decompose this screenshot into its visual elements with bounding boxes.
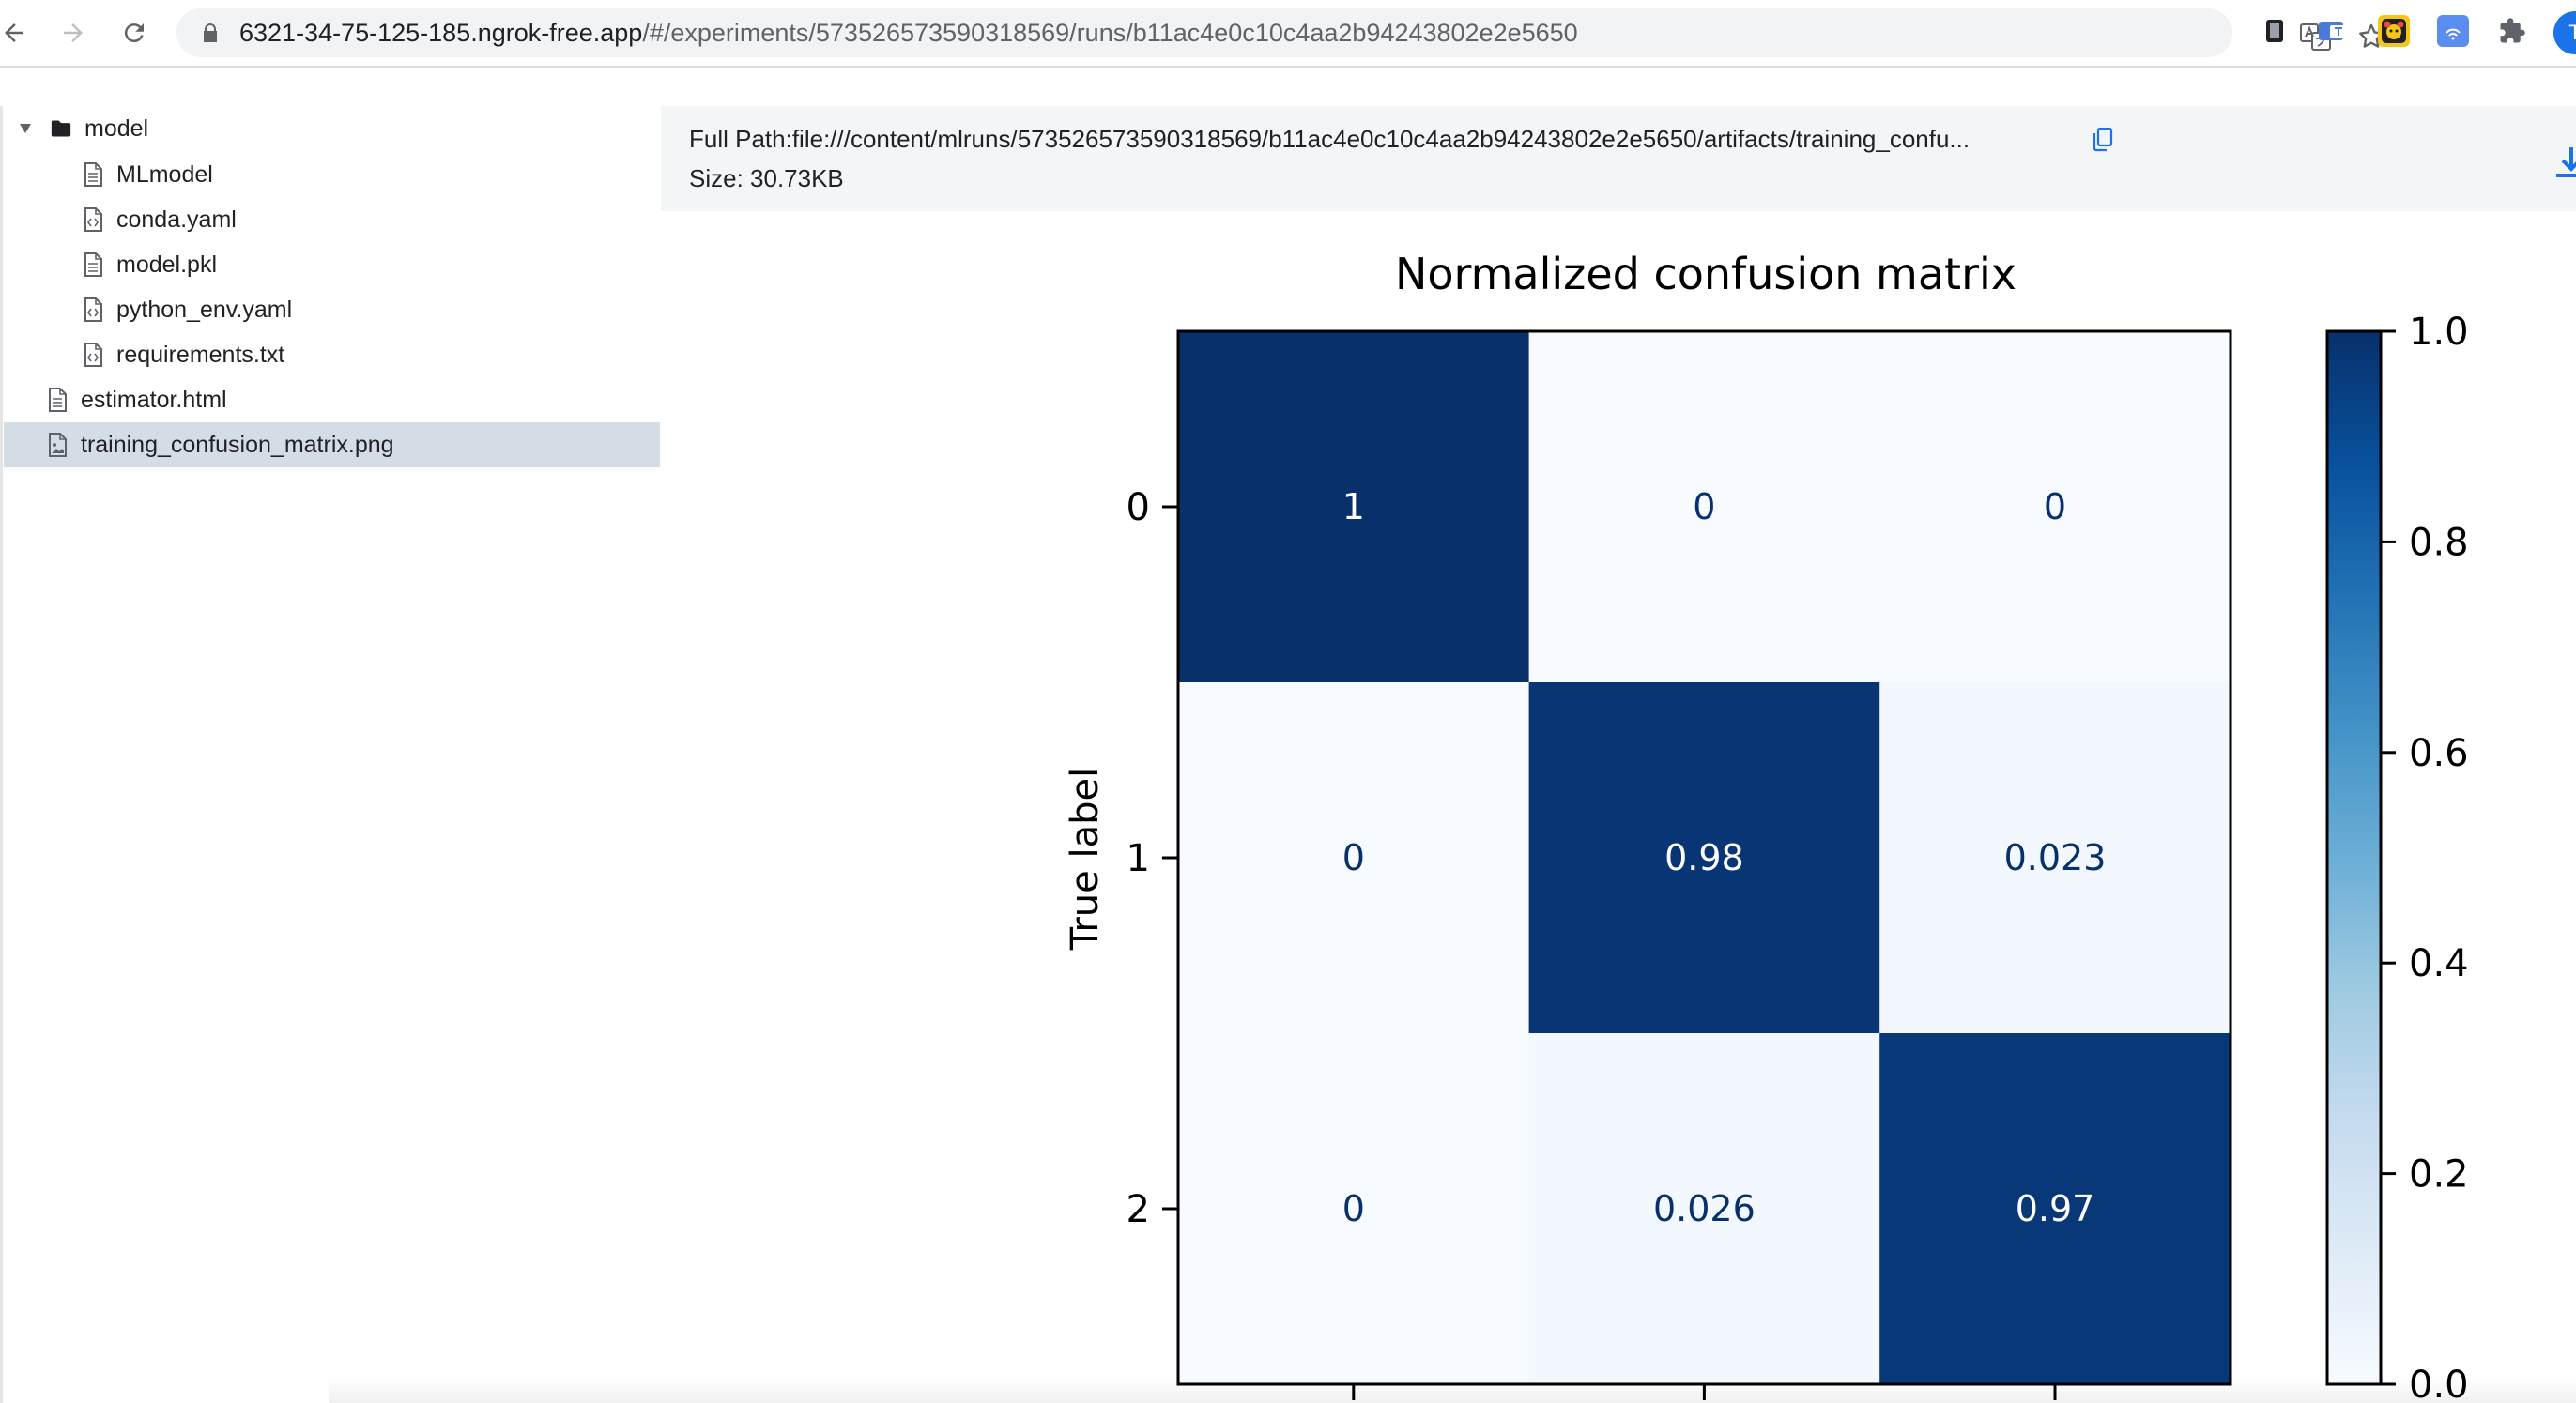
folder-icon	[51, 116, 71, 141]
copy-icon[interactable]	[2093, 128, 2113, 152]
image-file-icon	[47, 433, 68, 457]
caret-down-icon[interactable]	[19, 116, 32, 141]
y-axis-ticks: 0 1 2	[1127, 486, 1178, 1231]
url-text[interactable]: 6321-34-75-125-185.ngrok-free.app/#/expe…	[239, 8, 1578, 57]
extension-bear-icon[interactable]	[2378, 15, 2410, 47]
tree-item-estimator-html[interactable]: estimator.html	[47, 377, 227, 422]
heatmap-cell	[1528, 331, 1880, 683]
code-file-icon	[83, 297, 103, 322]
file-icon	[83, 162, 103, 187]
tree-item-label: model.pkl	[116, 251, 217, 278]
artifact-info-header: Full Path:file:///content/mlruns/5735265…	[661, 106, 2576, 211]
tree-item-model[interactable]: model	[19, 106, 148, 151]
cell-value-label: 0	[2044, 486, 2066, 527]
tree-item-conda-yaml[interactable]: conda.yaml	[83, 197, 237, 242]
tree-item-mlmodel[interactable]: MLmodel	[83, 152, 213, 197]
extension-wifi-icon[interactable]	[2437, 15, 2469, 47]
colorbar-tick-label: 0.0	[2409, 1364, 2469, 1403]
tree-item-model-pkl[interactable]: model.pkl	[83, 242, 217, 287]
y-tick-label: 0	[1127, 486, 1150, 529]
download-icon[interactable]	[2553, 144, 2576, 181]
y-axis-label: True label	[1064, 768, 1107, 951]
heatmap-cell	[1528, 1033, 1880, 1385]
cell-value-label: 0.98	[1664, 837, 1744, 878]
tree-item-training-confusion-matrix[interactable]: training_confusion_matrix.png	[47, 422, 394, 467]
left-edge	[0, 106, 3, 1403]
colorbar-tick-label: 1.0	[2409, 311, 2469, 354]
reload-icon[interactable]	[115, 13, 154, 53]
code-file-icon	[83, 207, 103, 232]
y-tick-label: 2	[1127, 1188, 1150, 1231]
selected-row-highlight	[4, 422, 660, 467]
cell-value-labels: 1 0 0 0 0.98 0.023 0 0.026 0.97	[1342, 486, 2107, 1229]
file-icon	[47, 388, 68, 412]
tree-item-label: model	[84, 114, 149, 142]
cell-value-label: 0.026	[1653, 1188, 1756, 1229]
plot-frame	[1176, 329, 2232, 1386]
tree-item-label: conda.yaml	[116, 206, 237, 233]
heatmap-cell	[1879, 682, 2231, 1034]
artifact-full-path: Full Path:file:///content/mlruns/5735265…	[689, 125, 1970, 153]
extension-translate-icon[interactable]	[2317, 15, 2349, 47]
chart-title: Normalized confusion matrix	[1395, 249, 2016, 299]
tree-item-label: training_confusion_matrix.png	[81, 431, 394, 458]
cell-value-label: 0	[1342, 1188, 1365, 1229]
x-axis-ticks	[1352, 1384, 2057, 1400]
heatmap-cell	[1178, 682, 1530, 1034]
confusion-matrix-chart: Normalized confusion matrix True label 1…	[1064, 249, 2469, 1403]
extensions-puzzle-icon[interactable]	[2496, 15, 2528, 47]
forward-arrow-icon[interactable]	[54, 13, 93, 53]
url-path: /#/experiments/573526573590318569/runs/b…	[642, 19, 1578, 47]
y-tick-label: 1	[1127, 837, 1150, 880]
profile-avatar[interactable]: T	[2553, 11, 2576, 54]
artifact-image-preview: Normalized confusion matrix True label 1…	[661, 211, 2576, 1403]
colorbar-tick-label: 0.2	[2409, 1153, 2469, 1197]
colorbar-tick-label: 0.6	[2409, 732, 2469, 775]
heatmap-cells	[1178, 331, 2231, 1385]
colorbar-tick-label: 0.8	[2409, 521, 2469, 564]
lock-icon[interactable]	[199, 22, 222, 44]
toolbar-divider	[0, 66, 2576, 68]
heatmap-cell	[1879, 331, 2231, 683]
tree-item-label: estimator.html	[81, 386, 227, 413]
address-bar[interactable]: 6321-34-75-125-185.ngrok-free.app/#/expe…	[176, 8, 2384, 57]
code-file-icon	[83, 343, 103, 367]
heatmap-cell	[1178, 1033, 1530, 1385]
url-host: 6321-34-75-125-185.ngrok-free.app	[239, 19, 643, 47]
tree-item-label: requirements.txt	[116, 341, 285, 368]
colorbar-tick-label: 0.4	[2409, 942, 2469, 985]
tree-item-python-env-yaml[interactable]: python_env.yaml	[83, 287, 292, 332]
file-icon	[83, 252, 103, 277]
heatmap-cell	[1178, 331, 1530, 683]
cell-value-label: 0	[1342, 837, 1365, 878]
back-arrow-icon[interactable]	[0, 13, 34, 53]
browser-toolbar: 6321-34-75-125-185.ngrok-free.app/#/expe…	[0, 0, 2576, 66]
colorbar	[2325, 329, 2383, 1386]
artifact-size: Size: 30.73KB	[689, 164, 844, 192]
colorbar-ticks: 0.0 0.2 0.4 0.6 0.8 1.0	[2381, 311, 2469, 1403]
cell-value-label: 0	[1693, 486, 1715, 527]
tree-item-label: python_env.yaml	[116, 296, 293, 323]
bottom-shadow	[329, 1378, 2576, 1403]
heatmap-cell	[1879, 1033, 2231, 1385]
tree-item-label: MLmodel	[116, 160, 213, 188]
cell-value-label: 0.023	[2004, 837, 2107, 878]
extension-phone-icon[interactable]	[2259, 15, 2291, 47]
cell-value-label: 0.97	[2016, 1188, 2095, 1229]
heatmap-cell	[1528, 682, 1880, 1034]
cell-value-label: 1	[1342, 486, 1365, 527]
tree-item-requirements-txt[interactable]: requirements.txt	[83, 332, 284, 377]
